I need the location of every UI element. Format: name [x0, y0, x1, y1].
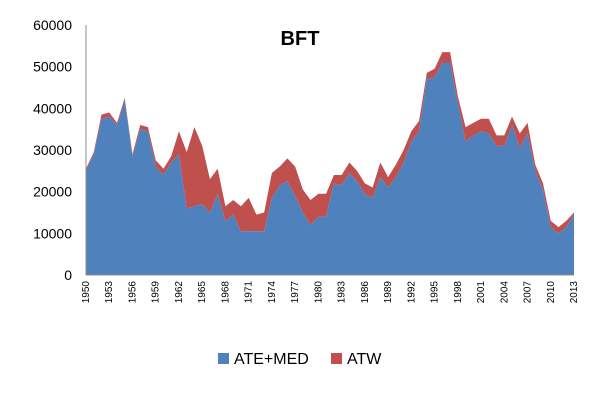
x-tick-label: 1989	[383, 281, 394, 304]
x-tick-label: 1968	[220, 281, 231, 304]
x-tick-label: 2010	[546, 281, 557, 304]
x-tick-label: 1953	[104, 281, 115, 304]
x-tick-label: 1959	[151, 281, 162, 304]
x-tick-label: 1983	[337, 281, 348, 304]
chart-title: BFT	[281, 28, 320, 50]
x-tick-label: 1950	[81, 281, 92, 304]
plot-area	[86, 52, 574, 275]
y-tick-label: 10000	[33, 225, 72, 241]
x-tick-label: 1977	[290, 281, 301, 304]
legend: ATE+MED ATW	[218, 351, 382, 368]
x-axis: 1950 1953 1956 1959 1962 1965 1968 1971 1974 1977…	[81, 274, 580, 304]
y-tick-label: 40000	[33, 100, 72, 116]
legend-swatch-atw	[331, 353, 342, 364]
x-tick-label: 1980	[313, 281, 324, 304]
legend-swatch-ate-med	[218, 353, 229, 364]
x-tick-label: 1992	[406, 281, 417, 304]
x-tick-label: 2001	[476, 281, 487, 304]
x-tick-label: 1965	[197, 281, 208, 304]
legend-label-ate-med: ATE+MED	[234, 351, 309, 368]
y-tick-label: 0	[64, 267, 72, 283]
x-tick-label: 1995	[430, 281, 441, 304]
y-tick-label: 50000	[33, 59, 72, 75]
area-series-ate-med	[86, 62, 574, 275]
y-tick-label: 20000	[33, 184, 72, 200]
area-series-atw	[86, 52, 574, 234]
y-tick-label: 30000	[33, 142, 72, 158]
x-tick-label: 1956	[127, 281, 138, 304]
x-tick-label: 1962	[174, 281, 185, 304]
x-tick-label: 1971	[244, 281, 255, 304]
x-tick-label: 2007	[523, 281, 534, 304]
x-tick-label: 1986	[360, 281, 371, 304]
legend-label-atw: ATW	[347, 351, 382, 368]
x-tick-label: 1998	[453, 281, 464, 304]
x-tick-label: 2004	[499, 281, 510, 304]
y-axis: 0 10000 20000 30000 40000 50000 60000	[33, 17, 87, 283]
y-tick-label: 60000	[33, 17, 72, 33]
x-tick-label: 2013	[569, 281, 580, 304]
x-tick-label: 1974	[267, 281, 278, 304]
